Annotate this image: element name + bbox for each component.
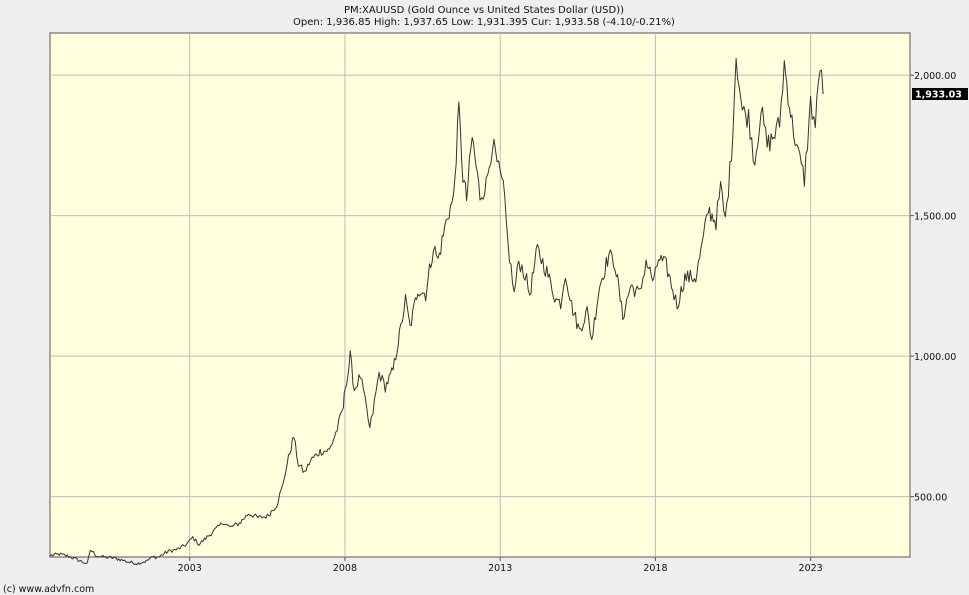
current-price-text: 1,933.03 [915, 90, 962, 101]
x-axis: 2003 2008 2013 2018 2023 [178, 557, 823, 574]
y-tick-label: 500.00 [914, 493, 947, 504]
x-tick-label: 2013 [488, 563, 512, 574]
footer-credit: (c) www.advfn.com [3, 584, 94, 595]
y-axis: 500.00 1,000.00 1,500.00 2,000.00 [910, 71, 956, 504]
grid [50, 33, 910, 557]
y-tick-label: 1,000.00 [914, 352, 956, 363]
plot-area [49, 32, 911, 558]
current-price-badge [912, 88, 968, 100]
x-tick-label: 2018 [643, 563, 667, 574]
x-tick-label: 2003 [178, 563, 202, 574]
chart-quote: Open: 1,936.85 High: 1,937.65 Low: 1,931… [293, 17, 675, 28]
x-tick-label: 2023 [799, 563, 823, 574]
y-tick-label: 2,000.00 [914, 71, 956, 82]
price-series [49, 57, 824, 566]
chart-title: PM:XAUUSD (Gold Ounce vs United States D… [344, 5, 624, 16]
series-line [49, 57, 824, 566]
y-tick-label: 1,500.00 [914, 212, 956, 223]
x-tick-label: 2008 [333, 563, 357, 574]
current-price-label: 1,933.03 [912, 88, 968, 101]
